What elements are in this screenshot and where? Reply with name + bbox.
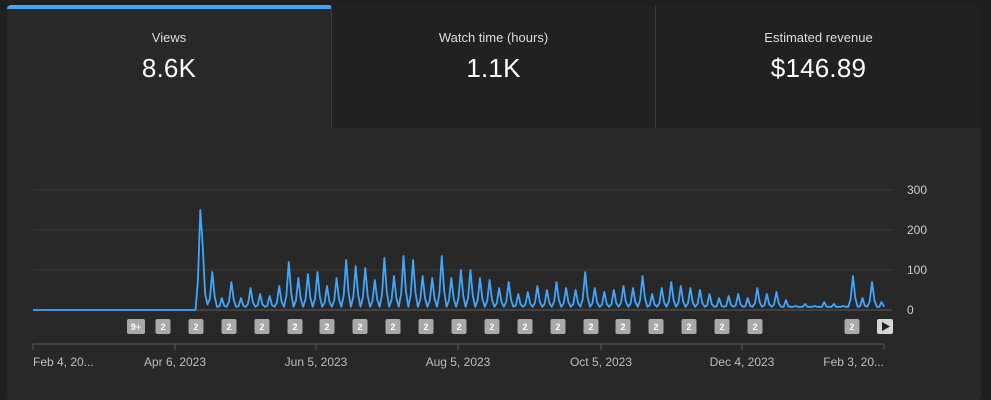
- video-published-marker[interactable]: 2: [155, 319, 171, 334]
- svg-text:2: 2: [620, 322, 625, 332]
- svg-text:2: 2: [588, 322, 593, 332]
- svg-text:2: 2: [324, 322, 329, 332]
- svg-text:2: 2: [719, 322, 724, 332]
- video-published-marker[interactable]: 2: [714, 319, 730, 334]
- x-tick-label: Oct 5, 2023: [570, 355, 632, 369]
- video-published-marker[interactable]: 2: [451, 319, 467, 334]
- svg-text:2: 2: [423, 322, 428, 332]
- video-published-marker[interactable]: 2: [352, 319, 368, 334]
- svg-text:2: 2: [226, 322, 231, 332]
- video-published-marker[interactable]: 2: [221, 319, 237, 334]
- x-tick-label: Feb 3, 20...: [823, 355, 884, 369]
- video-published-marker[interactable]: 2: [319, 319, 335, 334]
- watch-time-label: Watch time (hours): [438, 30, 549, 45]
- video-published-marker[interactable]: 2: [615, 319, 631, 334]
- y-tick-label: 200: [907, 223, 927, 237]
- video-published-marker[interactable]: 2: [254, 319, 270, 334]
- x-tick-label: Aug 5, 2023: [426, 355, 491, 369]
- svg-text:2: 2: [653, 322, 658, 332]
- svg-text:2: 2: [456, 322, 461, 332]
- y-tick-label: 100: [907, 263, 927, 277]
- play-icon[interactable]: [877, 319, 893, 334]
- watch-time-value: 1.1K: [466, 53, 521, 83]
- active-tab-indicator: [7, 5, 331, 9]
- video-published-marker[interactable]: 2: [648, 319, 664, 334]
- x-tick-label: Dec 4, 2023: [710, 355, 775, 369]
- video-published-marker[interactable]: 2: [484, 319, 500, 334]
- svg-text:2: 2: [193, 322, 198, 332]
- video-published-marker[interactable]: 9+: [127, 319, 145, 334]
- y-tick-label: 0: [907, 303, 914, 317]
- video-published-marker[interactable]: 2: [747, 319, 763, 334]
- revenue-label: Estimated revenue: [764, 30, 873, 45]
- svg-text:2: 2: [489, 322, 494, 332]
- metric-tabs: Views 8.6K Watch time (hours) 1.1K Estim…: [7, 5, 981, 128]
- views-value: 8.6K: [141, 53, 197, 83]
- views-label: Views: [151, 30, 187, 45]
- tab-estimated-revenue[interactable]: Estimated revenue $146.89: [655, 5, 981, 128]
- views-series-line: [33, 209, 885, 311]
- video-published-marker[interactable]: 2: [681, 319, 697, 334]
- svg-text:9+: 9+: [131, 322, 141, 332]
- svg-text:2: 2: [259, 322, 264, 332]
- svg-text:2: 2: [357, 322, 362, 332]
- svg-text:2: 2: [292, 322, 297, 332]
- svg-text:2: 2: [160, 322, 165, 332]
- video-published-marker[interactable]: 2: [550, 319, 566, 334]
- video-published-marker[interactable]: 2: [287, 319, 303, 334]
- y-tick-label: 300: [907, 183, 927, 197]
- video-published-marker[interactable]: 2: [385, 319, 401, 334]
- tab-views[interactable]: Views 8.6K: [7, 5, 331, 128]
- x-tick-label: Feb 4, 20...: [33, 355, 94, 369]
- analytics-card: Views 8.6K Watch time (hours) 1.1K Estim…: [7, 5, 981, 400]
- svg-text:2: 2: [522, 322, 527, 332]
- revenue-value: $146.89: [770, 53, 867, 83]
- video-published-marker[interactable]: 2: [418, 319, 434, 334]
- svg-text:2: 2: [686, 322, 691, 332]
- svg-text:2: 2: [849, 322, 854, 332]
- x-tick-label: Apr 6, 2023: [144, 355, 206, 369]
- x-tick-label: Jun 5, 2023: [285, 355, 348, 369]
- video-published-marker[interactable]: 2: [583, 319, 599, 334]
- svg-text:2: 2: [390, 322, 395, 332]
- tab-watch-time[interactable]: Watch time (hours) 1.1K: [331, 5, 655, 128]
- video-published-marker[interactable]: 2: [517, 319, 533, 334]
- svg-text:2: 2: [555, 322, 560, 332]
- svg-text:2: 2: [752, 322, 757, 332]
- video-published-marker[interactable]: 2: [188, 319, 204, 334]
- video-published-marker[interactable]: 2: [844, 319, 860, 334]
